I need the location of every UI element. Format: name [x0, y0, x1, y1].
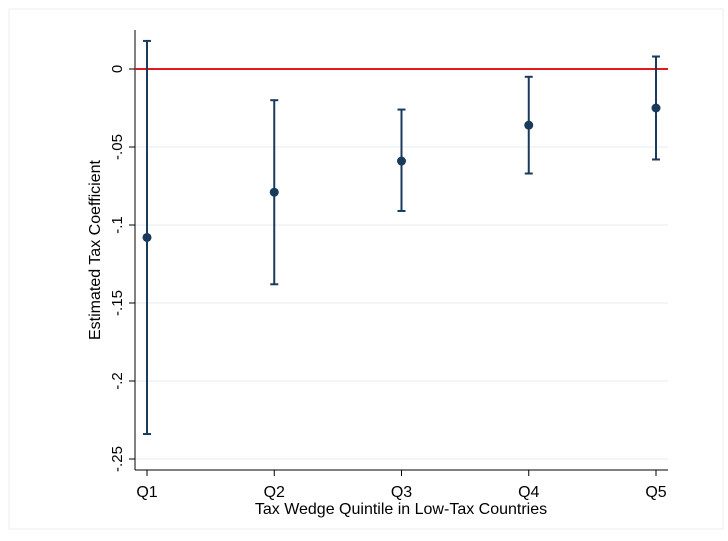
- point-estimate: [651, 103, 661, 113]
- x-tick-label: Q2: [264, 484, 285, 501]
- x-tick-label: Q5: [645, 484, 666, 501]
- y-tick-label: -.15: [109, 290, 126, 316]
- x-tick-label: Q3: [391, 484, 412, 501]
- y-tick-label: -.25: [109, 446, 126, 472]
- grid-lines: [135, 146, 668, 460]
- point-estimate: [524, 120, 534, 130]
- point-estimate: [397, 156, 406, 166]
- y-tick-label: -.2: [109, 372, 126, 390]
- x-axis-ticks: Q1 Q2 Q3 Q4 Q5: [136, 470, 667, 501]
- x-axis-title: Tax Wedge Quintile in Low-Tax Countries: [255, 501, 547, 518]
- x-tick-label: Q4: [518, 484, 539, 501]
- point-estimate: [142, 232, 152, 242]
- x-tick-label: Q1: [136, 484, 157, 501]
- y-tick-label: -.05: [109, 134, 126, 160]
- y-axis-ticks: 0 -.05 -.1 -.15 -.2 -.25: [109, 65, 135, 472]
- data-marks: [142, 39, 661, 436]
- y-axis-title: Estimated Tax Coefficient: [87, 159, 104, 340]
- plot-region: [135, 30, 668, 470]
- y-tick-label: 0: [109, 65, 126, 73]
- point-estimate: [269, 187, 279, 197]
- y-tick-label: -.1: [109, 216, 126, 234]
